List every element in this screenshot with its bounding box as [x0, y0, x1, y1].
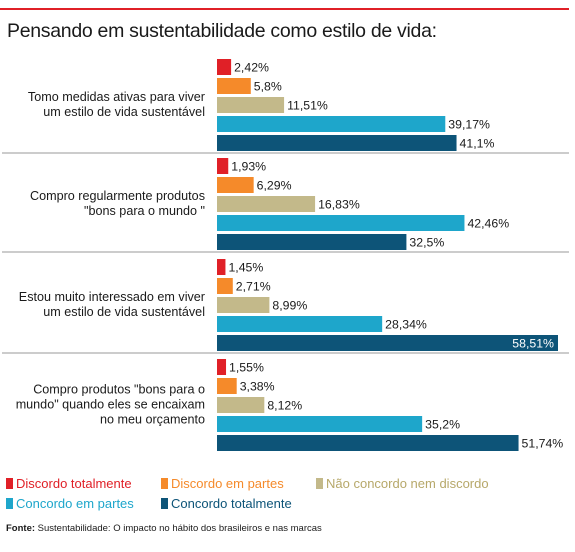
bar [217, 397, 265, 413]
bar [217, 297, 270, 313]
value-label: 8,12% [267, 399, 302, 413]
legend-label: Concordo em partes [16, 496, 134, 511]
bar [217, 335, 558, 351]
value-label: 28,34% [385, 318, 427, 332]
legend-item-discordo-em-partes: Discordo em partes [161, 476, 284, 491]
legend-label: Discordo em partes [171, 476, 284, 491]
bar [217, 416, 423, 432]
bar [217, 259, 226, 275]
bar [217, 97, 285, 113]
category-label: mundo" quando eles se encaixam [16, 398, 205, 412]
legend-item-discordo-totalmente: Discordo totalmente [6, 476, 132, 491]
category-label: "bons para o mundo " [84, 204, 205, 218]
value-label: 41,1% [460, 137, 495, 151]
value-label: 1,55% [229, 361, 264, 375]
value-label: 3,38% [240, 380, 275, 394]
top-rule [0, 8, 569, 10]
legend-swatch-icon [161, 478, 168, 489]
bar [217, 359, 227, 375]
value-label: 8,99% [272, 299, 307, 313]
bar [217, 158, 229, 174]
value-label: 35,2% [425, 418, 460, 432]
category-label: Tomo medidas ativas para viver [28, 90, 205, 104]
value-label: 16,83% [318, 198, 360, 212]
category-label: Compro produtos "bons para o [33, 383, 205, 397]
category-label: no meu orçamento [100, 413, 205, 427]
value-label: 2,42% [234, 61, 269, 75]
legend-label: Discordo totalmente [16, 476, 132, 491]
value-label: 5,8% [254, 80, 282, 94]
bar [217, 278, 233, 294]
legend-swatch-icon [6, 478, 13, 489]
category-label: Estou muito interessado em viver [19, 290, 205, 304]
legend-swatch-icon [161, 498, 168, 509]
source-label: Fonte: [6, 523, 36, 534]
legend-label: Não concordo nem discordo [326, 476, 489, 491]
bar [217, 177, 254, 193]
category-label: Compro regularmente produtos [30, 189, 205, 203]
value-label: 58,51% [512, 337, 554, 351]
value-label: 51,74% [522, 437, 564, 451]
bar [217, 215, 465, 231]
legend-item-concordo-em-partes: Concordo em partes [6, 496, 134, 511]
legend-item-nao-concordo-nem-discordo: Não concordo nem discordo [316, 476, 489, 491]
chart-title: Pensando em sustentabilidade como estilo… [7, 20, 437, 42]
bar [217, 378, 237, 394]
legend-item-concordo-totalmente: Concordo totalmente [161, 496, 292, 511]
bar [217, 234, 407, 250]
bar [217, 316, 383, 332]
legend-swatch-icon [316, 478, 323, 489]
value-label: 39,17% [448, 118, 490, 132]
value-label: 11,51% [287, 99, 328, 113]
bar [217, 78, 251, 94]
bar [217, 135, 457, 151]
bar [217, 116, 446, 132]
source-note: Fonte: Sustentabilidade: O impacto no há… [6, 523, 322, 534]
value-label: 32,5% [409, 236, 444, 250]
category-label: um estilo de vida sustentável [43, 105, 205, 119]
bar [217, 435, 519, 451]
value-label: 1,45% [228, 261, 263, 275]
value-label: 1,93% [231, 160, 266, 174]
bar [217, 196, 316, 212]
legend-swatch-icon [6, 498, 13, 509]
value-label: 42,46% [467, 217, 509, 231]
value-label: 6,29% [257, 179, 292, 193]
bar [217, 59, 232, 75]
legend-label: Concordo totalmente [171, 496, 292, 511]
value-label: 2,71% [236, 280, 271, 294]
category-label: um estilo de vida sustentável [43, 305, 205, 319]
source-text: Sustentabilidade: O impacto no hábito do… [37, 523, 322, 534]
